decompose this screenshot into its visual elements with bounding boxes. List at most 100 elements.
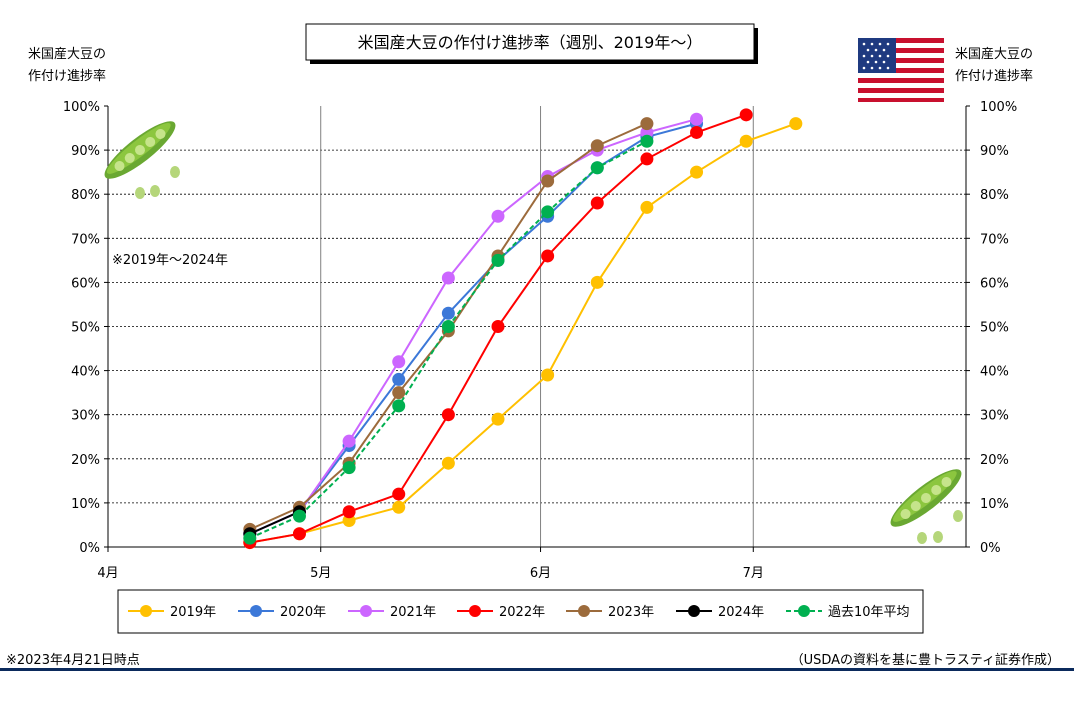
title-box: 米国産大豆の作付け進捗率（週別、2019年～）: [305, 23, 758, 64]
y-tick-label-right: 90%: [980, 144, 1009, 159]
legend-label: 2022年: [499, 605, 545, 620]
y-axis-label-left-line1: 米国産大豆の: [28, 46, 106, 62]
legend-label: 2021年: [390, 605, 436, 620]
chart-title: 米国産大豆の作付け進捗率（週別、2019年～）: [358, 33, 703, 52]
data-point: [590, 161, 604, 175]
legend-marker: [360, 605, 372, 617]
x-tick-label: 7月: [743, 566, 764, 581]
data-point: [292, 509, 306, 523]
data-point: [690, 112, 704, 126]
y-tick-label-right: 30%: [980, 409, 1009, 424]
data-point: [590, 139, 604, 153]
y-tick-label-right: 80%: [980, 188, 1009, 203]
y-tick-label-left: 90%: [71, 144, 100, 159]
y-tick-label-left: 70%: [71, 232, 100, 247]
y-tick-label-left: 60%: [71, 276, 100, 291]
data-point: [392, 487, 406, 501]
soybean-seed-icons: [135, 166, 180, 199]
y-tick-label-left: 0%: [79, 541, 100, 556]
y-tick-label-left: 10%: [71, 497, 100, 512]
data-point: [789, 117, 803, 131]
y-tick-label-right: 40%: [980, 365, 1009, 380]
x-ticks: 4月 5月 6月 7月: [97, 547, 764, 581]
data-point: [541, 174, 555, 188]
legend-marker: [578, 605, 590, 617]
y-axis-label-right-line2: 作付け進捗率: [955, 68, 1033, 84]
data-point: [441, 271, 455, 285]
y-tick-label-right: 70%: [980, 232, 1009, 247]
legend-marker: [798, 605, 810, 617]
legend-label: 2019年: [170, 605, 216, 620]
data-point: [392, 386, 406, 400]
data-point: [640, 152, 654, 166]
data-point: [491, 209, 505, 223]
data-point: [491, 253, 505, 267]
data-point: [491, 412, 505, 426]
series-line: [249, 510, 300, 535]
series-line: [249, 122, 697, 535]
data-point: [590, 196, 604, 210]
data-point: [441, 456, 455, 470]
data-point: [640, 117, 654, 131]
y-tick-label-right: 20%: [980, 453, 1009, 468]
series-line: [249, 118, 697, 535]
y-tick-label-left: 30%: [71, 409, 100, 424]
x-tick-label: 6月: [530, 566, 551, 581]
data-point: [590, 275, 604, 289]
x-tick-label: 5月: [310, 566, 331, 581]
data-point: [739, 134, 753, 148]
legend-marker: [688, 605, 700, 617]
y-ticks-right: 0% 10% 20% 30% 40% 50% 60% 70% 80% 90% 100%: [966, 100, 1017, 556]
legend-marker: [250, 605, 262, 617]
data-point: [342, 434, 356, 448]
x-tick-label: 4月: [97, 566, 118, 581]
data-point: [640, 200, 654, 214]
range-note: ※2019年～2024年: [112, 253, 228, 268]
data-point: [243, 531, 257, 545]
data-point: [392, 500, 406, 514]
soybean-pod-icon: [890, 469, 962, 527]
us-flag-icon: [858, 38, 944, 102]
soybean-seed-icons: [917, 510, 963, 544]
y-tick-label-left: 80%: [71, 188, 100, 203]
data-point: [441, 320, 455, 333]
series-2: [243, 117, 704, 541]
data-point: [739, 108, 753, 122]
data-point: [491, 320, 505, 333]
data-point: [292, 527, 306, 541]
data-point: [690, 165, 704, 179]
legend-label: 2023年: [608, 605, 654, 620]
y-axis-label-left-line2: 作付け進捗率: [28, 68, 106, 84]
y-tick-label-right: 60%: [980, 276, 1009, 291]
y-tick-label-right: 0%: [980, 541, 1001, 556]
series-1: [243, 117, 803, 550]
y-tick-label-left: 40%: [71, 365, 100, 380]
data-point: [541, 249, 555, 263]
series-group: [243, 108, 803, 550]
data-point: [441, 408, 455, 422]
y-tick-label-left: 20%: [71, 453, 100, 468]
legend-marker: [140, 605, 152, 617]
data-point: [342, 505, 356, 519]
data-point: [690, 125, 704, 139]
series-line: [249, 122, 797, 544]
series-7: [243, 134, 654, 545]
footnote-source: （USDAの資料を基に豊トラスティ証券作成）: [791, 652, 1060, 668]
y-ticks-left: 0% 10% 20% 30% 40% 50% 60% 70% 80% 90% 100%: [63, 100, 108, 556]
series-line: [249, 140, 648, 540]
y-tick-label-left: 50%: [71, 321, 100, 336]
data-point: [342, 461, 356, 475]
footer-divider: [0, 668, 1074, 671]
series-4: [243, 108, 753, 550]
data-point: [392, 372, 406, 386]
data-point: [441, 306, 455, 320]
data-point: [392, 399, 406, 413]
data-point: [541, 368, 555, 382]
grid: [107, 106, 967, 548]
data-point: [541, 205, 555, 219]
footnote-date: ※2023年4月21日時点: [6, 653, 140, 668]
data-point: [392, 355, 406, 369]
y-tick-label-left: 100%: [63, 100, 100, 115]
legend-marker: [469, 605, 481, 617]
